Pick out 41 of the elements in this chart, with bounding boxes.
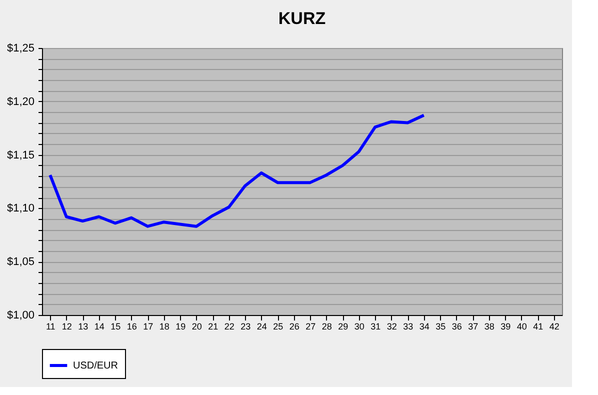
x-tick-label: 26 [289, 322, 300, 332]
x-tick-label: 24 [256, 322, 267, 332]
x-tick-label: 23 [240, 322, 251, 332]
x-tick-label: 28 [322, 322, 332, 332]
y-tick-label: $1,20 [6, 96, 34, 108]
x-tick-label: 42 [549, 322, 560, 332]
x-tick-label: 20 [192, 322, 202, 332]
x-tick-label: 27 [306, 322, 316, 332]
chart-title: KURZ [278, 9, 326, 28]
x-tick-label: 17 [143, 322, 154, 332]
y-tick-label: $1,10 [6, 202, 34, 215]
x-tick-label: 18 [159, 322, 170, 332]
x-tick-label: 12 [62, 322, 72, 332]
legend-label: USD/EUR [73, 360, 118, 372]
y-tick-label: $1,25 [6, 42, 34, 54]
x-tick-label: 13 [78, 322, 88, 332]
x-tick-label: 16 [126, 322, 137, 332]
y-tick-label: $1,05 [6, 256, 34, 268]
x-tick-label: 40 [516, 322, 527, 332]
line-series [48, 114, 426, 228]
x-tick-label: 14 [94, 322, 104, 332]
x-tick-label: 35 [436, 322, 446, 332]
x-tick-label: 36 [452, 322, 462, 332]
x-tick-label: 34 [419, 322, 430, 332]
x-tick-label: 22 [224, 322, 234, 332]
x-tick-label: 15 [110, 322, 121, 332]
x-tick-label: 25 [273, 322, 284, 332]
x-tick-label: 21 [208, 322, 218, 332]
x-tick-label: 39 [500, 322, 511, 332]
y-tick-label: $1,15 [6, 149, 34, 162]
x-tick-label: 32 [386, 322, 397, 332]
x-tick-label: 41 [533, 322, 544, 332]
x-tick-label: 29 [338, 322, 348, 332]
x-tick-label: 30 [354, 322, 364, 332]
x-tick-label: 11 [46, 322, 56, 332]
x-tick-label: 33 [403, 322, 414, 332]
x-tick-label: 31 [370, 322, 381, 332]
y-tick-label: $1,00 [6, 310, 34, 322]
x-tick-label: 19 [176, 322, 186, 332]
x-tick-label: 37 [468, 322, 478, 332]
x-tick-label: 38 [484, 322, 494, 332]
